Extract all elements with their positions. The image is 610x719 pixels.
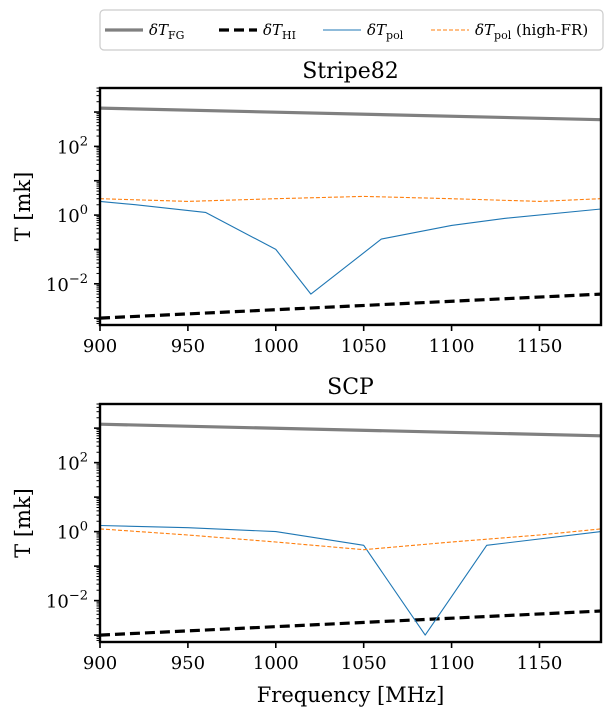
y-tick-label: 102 (57, 134, 88, 158)
legend-entry: δTHI (219, 21, 296, 42)
y-tick-label: 100 (57, 203, 88, 227)
y-tick-label: 102 (57, 451, 88, 475)
x-tick-label: 900 (83, 336, 117, 357)
x-tick-label: 1000 (253, 653, 299, 674)
series-line (100, 422, 601, 438)
y-tick-label: 10−2 (46, 272, 88, 296)
x-tick-label: 950 (171, 653, 205, 674)
x-tick-label: 1100 (429, 336, 475, 357)
series-group (100, 106, 601, 320)
y-axis-label: T [mk] (11, 488, 35, 558)
legend-entry: δTpol (323, 21, 404, 42)
x-tick-label: 1050 (341, 336, 387, 357)
legend: δTFG δTHI δTpol δTpol (high-FR) (99, 9, 604, 51)
series-line (100, 106, 601, 122)
x-tick-label: 1100 (429, 653, 475, 674)
x-tick-label: 1000 (253, 336, 299, 357)
series-line (100, 609, 601, 637)
panel-title: Stripe82 (302, 59, 399, 84)
x-tick-label: 950 (171, 336, 205, 357)
x-tick-label: 1150 (517, 336, 563, 357)
series-line (100, 524, 601, 636)
legend-label: δTpol (367, 21, 404, 42)
x-tick-label: 1050 (341, 653, 387, 674)
x-tick-label: 1150 (517, 653, 563, 674)
axes-frame (98, 402, 603, 644)
series-group (100, 422, 601, 637)
series-line (100, 528, 601, 551)
x-tick-label: 900 (83, 653, 117, 674)
series-line (100, 292, 601, 320)
legend-entry: δTFG (105, 21, 184, 42)
legend-entry: δTpol (high-FR) (431, 21, 588, 42)
y-tick-label: 10−2 (46, 589, 88, 613)
panel-title: SCP (327, 375, 374, 400)
axes-frame (98, 86, 603, 327)
stripe82-panel: Stripe82 900 950 1000 1050 1100 1150 10−2 100 102… (11, 59, 603, 357)
series-line (100, 200, 601, 295)
legend-label: δTFG (149, 21, 184, 42)
scp-panel: SCP 900 950 1000 1050 1100 1150 10−2 100 102 T [mk… (11, 375, 603, 707)
y-axis-label: T [mk] (11, 172, 35, 242)
x-axis-label: Frequency [MHz] (257, 683, 445, 707)
plot-area (100, 88, 601, 325)
legend-label: δTpol (high-FR) (475, 21, 588, 42)
legend-label: δTHI (263, 21, 296, 42)
y-tick-label: 100 (57, 520, 88, 544)
series-line (100, 195, 601, 202)
plot-area (100, 404, 601, 642)
